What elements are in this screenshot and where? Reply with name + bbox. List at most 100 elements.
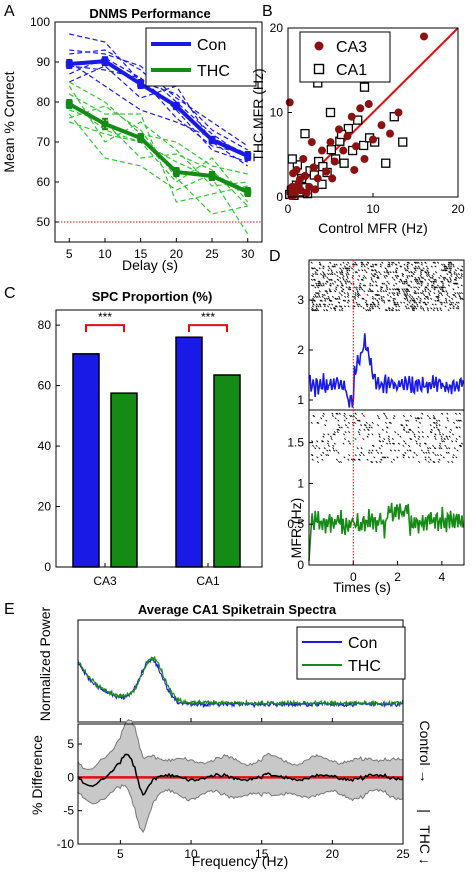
panel-d-spike-top xyxy=(418,301,421,304)
panel-d-spike-top xyxy=(371,263,375,266)
panel-d-spike-top xyxy=(326,276,329,279)
panel-d-spike-top xyxy=(322,271,325,274)
panel-d-spike-bottom xyxy=(393,414,396,418)
panel-d-spike-bottom xyxy=(429,447,432,450)
panel-d-spike-top xyxy=(395,271,398,274)
panel-d-spike-top xyxy=(408,295,411,298)
panel-b-point-ca1 xyxy=(358,140,369,151)
panel-d-spike-top xyxy=(345,278,348,281)
panel-d-spike-top xyxy=(423,293,426,297)
panel-d-spike-bottom xyxy=(406,449,409,452)
panel-d-spike-top xyxy=(449,278,452,281)
panel-d-spike-top xyxy=(417,295,420,298)
panel-d-spike-bottom xyxy=(402,414,405,418)
panel-d-spike-top xyxy=(392,271,395,274)
panel-d-spike-top xyxy=(370,265,373,268)
panel-d-spike-bottom xyxy=(364,424,367,427)
panel-d-spike-bottom xyxy=(361,412,364,415)
panel-d-spike-top xyxy=(312,303,315,306)
panel-d-spike-bottom xyxy=(383,437,386,441)
panel-b-point-ca3 xyxy=(326,138,335,147)
panel-b-point-ca3 xyxy=(328,174,337,183)
panel-d-spike-top xyxy=(341,273,344,276)
panel-d-spike-top xyxy=(335,263,338,266)
panel-d-spike-top xyxy=(406,274,409,278)
panel-d-spike-top xyxy=(344,299,347,302)
panel-d-spike-top xyxy=(374,297,377,300)
panel-e-xtick-label: 15 xyxy=(255,847,269,861)
panel-d-spike-top xyxy=(434,299,437,302)
panel-d-spike-top xyxy=(376,305,379,308)
panel-d-spike-bottom xyxy=(336,412,339,415)
panel-d-spike-bottom xyxy=(445,451,448,454)
panel-d-spike-bottom xyxy=(429,424,432,427)
panel-b-point-ca3 xyxy=(335,125,343,134)
panel-d-spike-top xyxy=(377,303,380,306)
panel-d-spike-top xyxy=(428,293,431,297)
panel-d-spike-bottom xyxy=(417,431,420,434)
panel-a-xlabel: Delay (s) xyxy=(122,257,178,273)
panel-d-spike-top xyxy=(387,307,390,310)
panel-d-spike-bottom xyxy=(434,454,437,457)
panel-d-spike-top xyxy=(362,297,365,300)
panel-d-spike-top xyxy=(441,280,444,283)
panel-d-spike-top xyxy=(397,303,400,306)
panel-d-spike-top xyxy=(437,290,440,293)
panel-d-spike-top xyxy=(362,263,365,266)
panel-d-spike-top xyxy=(327,273,330,276)
panel-d-spike-bottom xyxy=(416,417,419,420)
panel-d-spike-bottom xyxy=(315,444,318,447)
panel-b-point-ca3 xyxy=(307,138,316,147)
panel-e-xlabel: Frequency (Hz) xyxy=(192,853,288,869)
panel-d-spike-bottom xyxy=(441,412,444,415)
panel-d-spike-top xyxy=(416,267,419,270)
panel-d-spike-bottom xyxy=(381,428,384,431)
panel-d-spike-top xyxy=(328,303,331,306)
panel-d-spike-top xyxy=(358,288,361,291)
panel-d-spike-bottom xyxy=(421,435,425,438)
panel-d-spike-top xyxy=(324,303,327,306)
panel-d-spike-top xyxy=(404,297,407,300)
panel-d-spike-top xyxy=(393,278,396,281)
panel-e-spectrum-thc xyxy=(77,656,404,708)
panel-d-spike-bottom xyxy=(409,428,412,431)
panel-d-spike-top xyxy=(443,286,446,289)
panel-d-spike-top xyxy=(434,265,437,268)
panel-d-spike-bottom xyxy=(452,454,455,457)
panel-d-spike-bottom xyxy=(322,414,325,418)
panel-d-spike-bottom xyxy=(420,417,423,420)
panel-d-spike-top xyxy=(315,307,318,310)
panel-d-spike-bottom xyxy=(310,454,313,457)
panel-d-spike-top xyxy=(336,284,339,287)
panel-d-spike-bottom xyxy=(393,449,397,452)
panel-d-spike-top xyxy=(414,265,417,268)
panel-d-spike-top xyxy=(318,261,321,264)
panel-d-spike-top xyxy=(386,288,389,291)
panel-d-spike-bottom xyxy=(451,433,454,436)
panel-d-spike-top xyxy=(374,305,377,308)
panel-d-spike-top xyxy=(385,286,389,289)
panel-a-plot: 5 10 15 20 25 30 50 60 70 80 90 100 xyxy=(30,15,263,261)
panel-d-spike-top xyxy=(365,309,368,312)
panel-d-spike-top xyxy=(318,267,321,270)
panel-d-spike-top xyxy=(424,278,427,281)
panel-d-spike-top xyxy=(344,280,347,283)
panel-d-spike-bottom xyxy=(455,456,458,459)
panel-d-spike-top xyxy=(325,290,328,293)
panel-d-spike-top xyxy=(381,261,384,264)
panel-d-spike-top xyxy=(352,282,355,285)
panel-d-spike-top xyxy=(311,307,314,310)
panel-d-spike-top xyxy=(448,295,451,298)
panel-d-spike-top xyxy=(440,286,443,289)
panel-d-spike-bottom xyxy=(449,431,452,434)
panel-a: A DNMS Performance 5 10 15 20 25 30 50 60 70 80 90… xyxy=(1,3,263,273)
panel-d-spike-bottom xyxy=(391,437,394,441)
panel-d-spike-bottom xyxy=(377,451,380,454)
panel-d-spike-top xyxy=(432,261,435,264)
panel-d-spike-bottom xyxy=(437,460,440,464)
panel-d-spike-bottom xyxy=(417,437,420,441)
panel-a-thc-animal-4 xyxy=(68,85,248,187)
panel-d-spike-top xyxy=(444,265,447,268)
panel-d-spike-top xyxy=(366,261,370,264)
panel-d-top-ytick-label: 1 xyxy=(297,393,304,407)
